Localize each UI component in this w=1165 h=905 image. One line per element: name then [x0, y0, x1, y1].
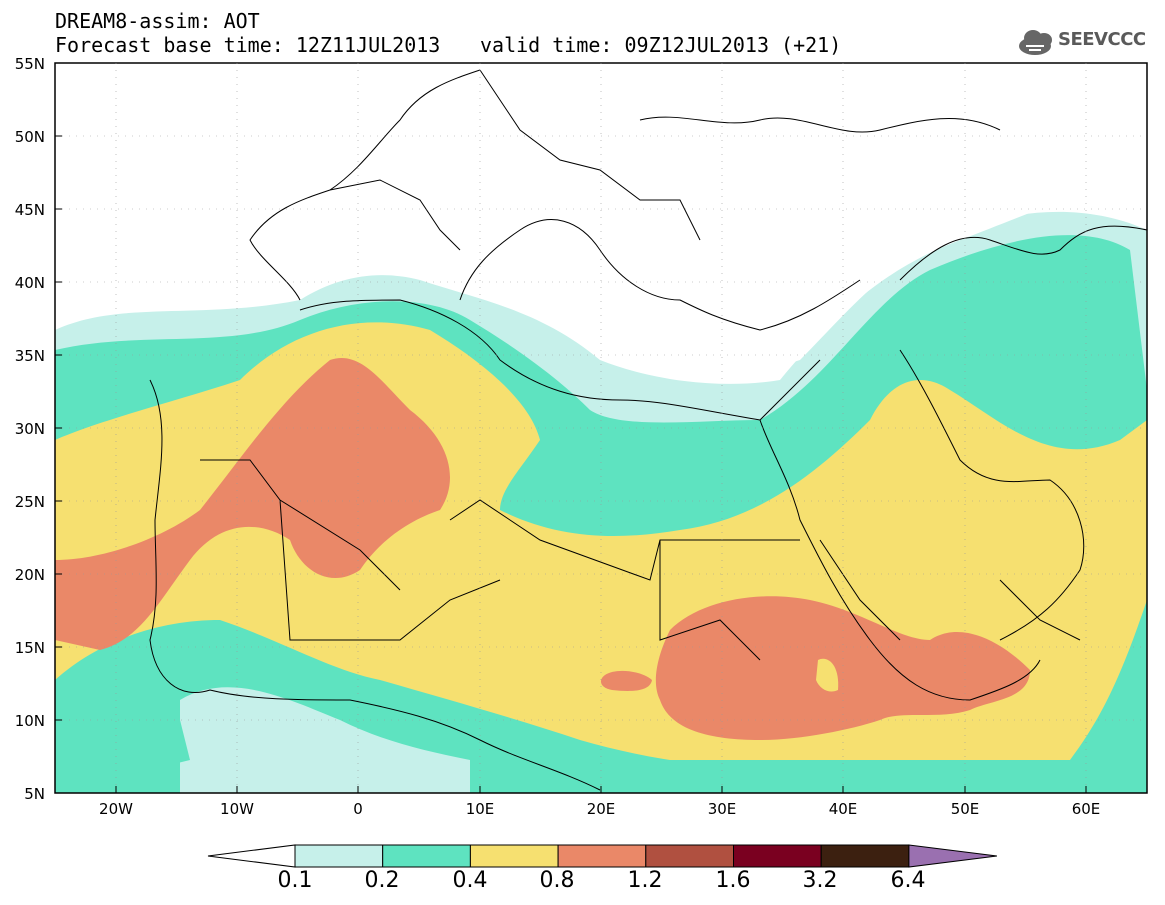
aot-band-0.4-spot: [816, 658, 839, 692]
lon-label: 40E: [828, 800, 858, 818]
map-title: DREAM8-assim: AOT: [55, 9, 260, 33]
lat-label: 55N: [14, 55, 45, 73]
europe-clear: [250, 63, 1147, 378]
aot-band-0.8-spot: [600, 670, 652, 691]
coastlines: [149, 69, 1148, 791]
colorbar-label: 0.1: [277, 868, 313, 893]
lat-label: 10N: [14, 712, 45, 730]
lat-label: 20N: [14, 566, 45, 584]
colorbar-label: 0.2: [364, 868, 400, 893]
cloud-icon: [1019, 30, 1052, 55]
logo-text: SEEVCCC: [1058, 29, 1146, 50]
colorbar-label: 0.4: [452, 868, 488, 893]
forecast-base-time: Forecast base time: 12Z11JUL2013: [55, 33, 441, 57]
lon-label: 0: [353, 800, 363, 818]
colorbar-label: 1.2: [627, 868, 663, 893]
aot-band-0.1-south: [180, 687, 470, 793]
seevccc-logo: [1019, 30, 1052, 55]
colorbar-label: 1.6: [715, 868, 751, 893]
lat-label: 30N: [14, 420, 45, 438]
lat-label: 35N: [14, 347, 45, 365]
aot-band-0.8-sahara: [55, 358, 450, 650]
lat-label: 40N: [14, 274, 45, 292]
colorbar-label: 6.4: [890, 868, 926, 893]
lon-label: 60E: [1071, 800, 1101, 818]
lat-label: 15N: [14, 639, 45, 657]
lat-label: 45N: [14, 201, 45, 219]
aot-band-0.8-sudan: [655, 596, 1030, 740]
lon-label: 30E: [707, 800, 737, 818]
gridlines: [55, 63, 1147, 793]
lon-label: 50E: [950, 800, 980, 818]
lon-label: 10W: [220, 800, 254, 818]
lat-label: 25N: [14, 493, 45, 511]
colorbar-label: 3.2: [802, 868, 838, 893]
colorbar-label: 0.8: [539, 868, 575, 893]
lat-label: 50N: [14, 128, 45, 146]
aot-band-0.2-west: [55, 680, 190, 793]
lon-label: 20W: [99, 800, 133, 818]
lon-label: 10E: [465, 800, 495, 818]
valid-time: valid time: 09Z12JUL2013 (+21): [480, 33, 842, 57]
lon-label: 20E: [586, 800, 616, 818]
lat-label: 5N: [24, 785, 45, 803]
